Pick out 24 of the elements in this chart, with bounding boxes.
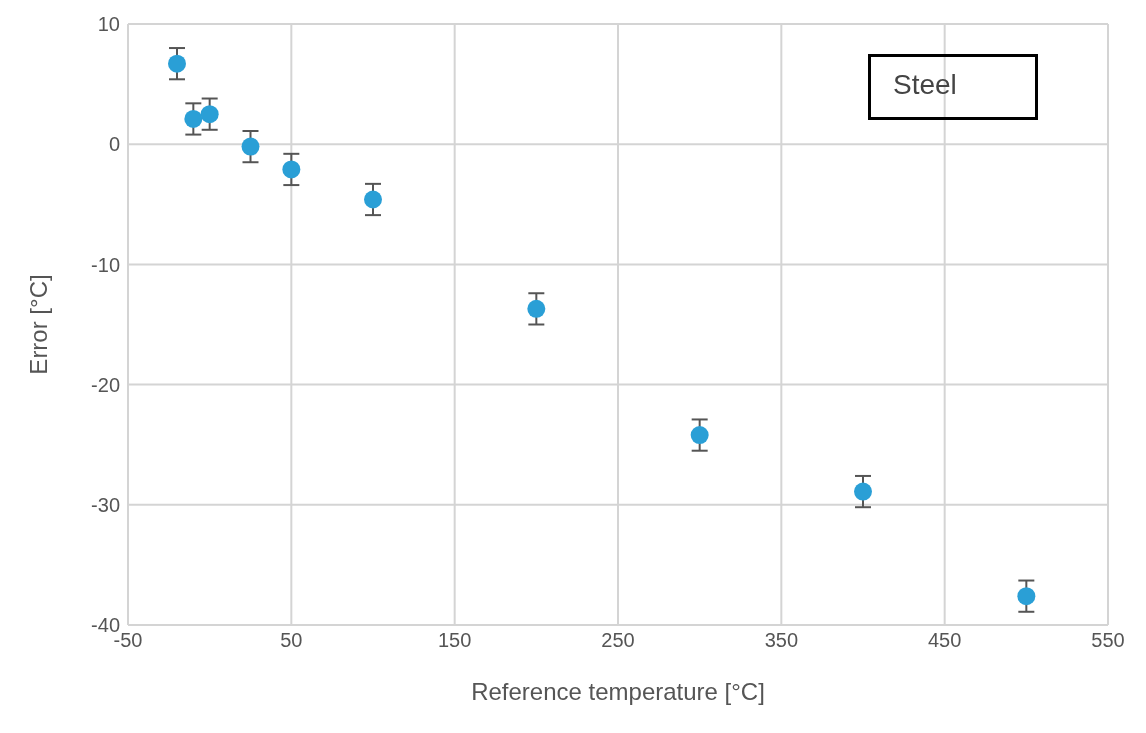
x-tick-label: 150 [437, 629, 472, 652]
point [168, 54, 186, 73]
y-tick-label: 10 [97, 13, 120, 36]
y-tick-label: -10 [91, 253, 120, 276]
y-tick-label: -30 [91, 493, 120, 516]
x-tick-label: 350 [764, 629, 799, 652]
y-tick-label: -20 [91, 373, 120, 396]
x-tick-label: 250 [601, 629, 635, 652]
point [241, 137, 260, 156]
point [200, 105, 219, 124]
y-axis-title: Error [°C] [24, 274, 52, 375]
x-tick-label: 550 [1091, 629, 1125, 652]
point [527, 299, 546, 318]
x-axis-title: Reference temperature [°C] [471, 678, 765, 705]
point [690, 426, 709, 445]
annotation: Steel [868, 54, 1038, 120]
point [282, 160, 301, 179]
point [854, 482, 872, 501]
x-tick-label: 50 [280, 629, 303, 652]
point [184, 109, 203, 128]
point [1017, 587, 1036, 606]
y-tick-label: 0 [108, 133, 120, 156]
point [364, 190, 382, 209]
x-tick-label: 450 [927, 629, 962, 652]
